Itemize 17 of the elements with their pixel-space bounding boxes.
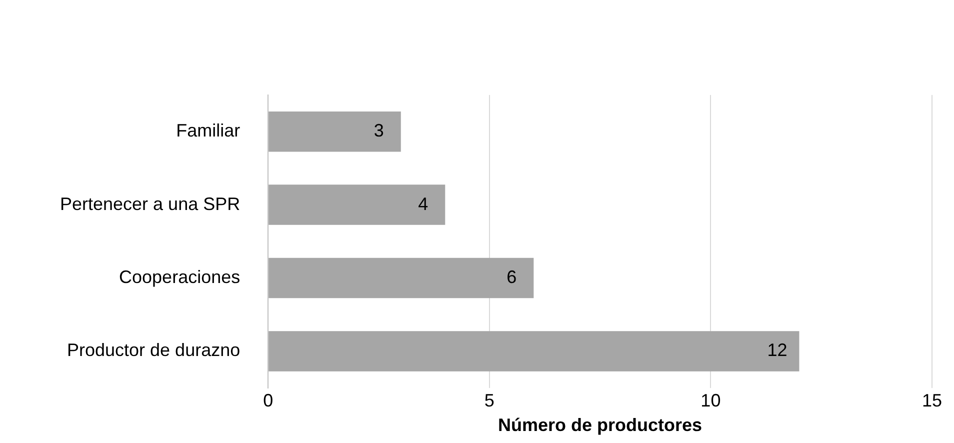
x-tick-label: 10	[700, 390, 721, 411]
data-label: 3	[374, 120, 384, 141]
y-tick-label: Cooperaciones	[119, 266, 240, 287]
y-tick-label: Productor de durazno	[66, 340, 240, 360]
bar	[268, 111, 401, 152]
bar	[268, 331, 800, 372]
bar	[268, 184, 446, 225]
x-tick-label: 0	[263, 390, 274, 411]
x-axis-title: Número de productores	[498, 415, 702, 436]
bar	[268, 258, 534, 298]
data-label: 12	[767, 340, 788, 360]
y-tick-label: Familiar	[176, 120, 240, 141]
x-tick-label: 15	[922, 390, 942, 411]
data-label: 6	[506, 266, 517, 287]
data-label: 4	[418, 194, 428, 214]
x-tick-label: 5	[484, 390, 494, 411]
y-tick-label: Pertenecer a una SPR	[60, 194, 240, 214]
